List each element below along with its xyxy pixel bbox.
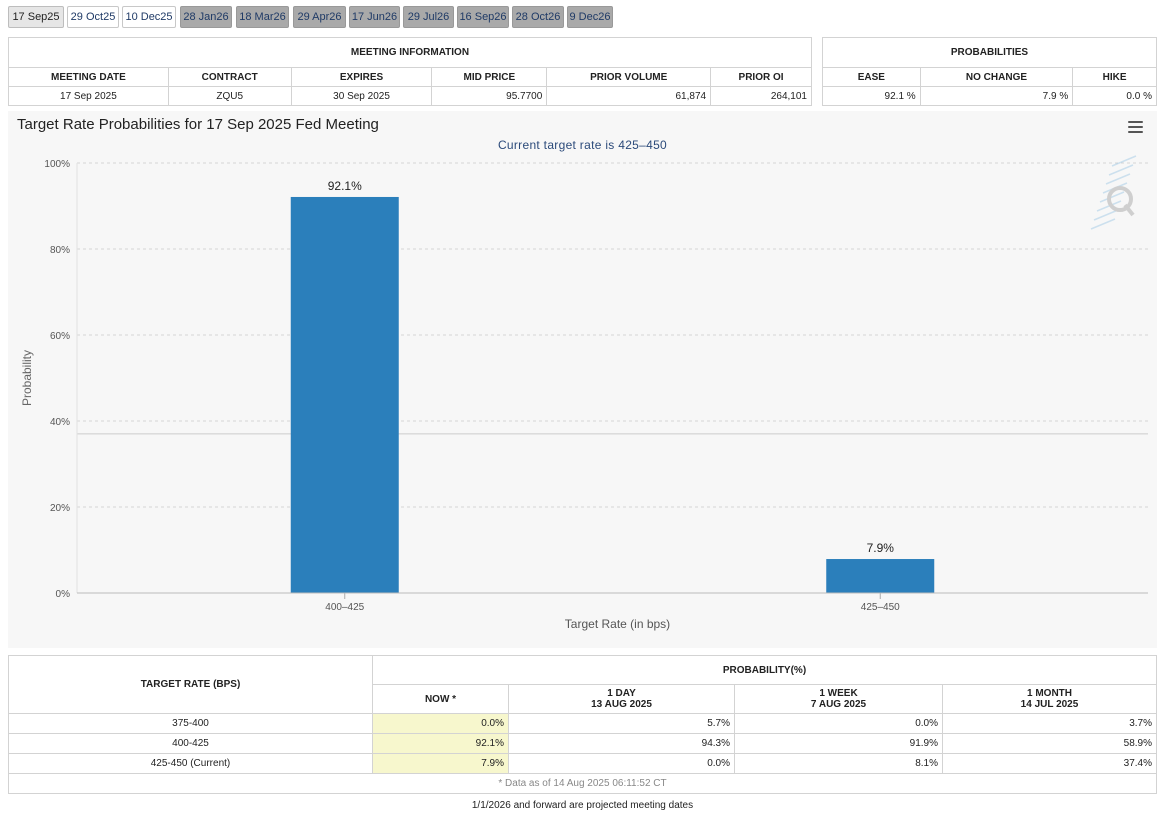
col-contract: CONTRACT	[167, 67, 292, 87]
week-cell: 91.9%	[734, 733, 943, 754]
contract-value: ZQU5	[167, 86, 292, 106]
col-1-day: 1 DAY 13 AUG 2025	[508, 684, 735, 714]
col-1-week-date: 7 AUG 2025	[810, 699, 867, 710]
bar	[826, 559, 935, 593]
rate-cell: 400-425	[8, 733, 373, 754]
now-cell: 0.0%	[372, 713, 509, 734]
col-ease: EASE	[822, 67, 921, 87]
col-prior-oi: PRIOR OI	[710, 67, 812, 87]
cme-logo-icon	[1090, 155, 1137, 230]
week-cell: 8.1%	[734, 753, 943, 774]
table-row: 425-450 (Current) 7.9% 0.0% 8.1% 37.4%	[8, 753, 1157, 774]
col-1-day-label: 1 DAY	[607, 688, 636, 699]
tab-29-apr26[interactable]: 29 Apr26	[293, 6, 346, 28]
expires-value: 30 Sep 2025	[290, 86, 433, 106]
chart-menu-icon[interactable]	[1128, 121, 1143, 133]
col-1-month: 1 MONTH 14 JUL 2025	[942, 684, 1157, 714]
table-row: 375-400 0.0% 5.7% 0.0% 3.7%	[8, 713, 1157, 734]
col-meeting-date: MEETING DATE	[8, 67, 169, 87]
col-hike: HIKE	[1072, 67, 1157, 87]
x-tick-label: 400–425	[325, 602, 364, 613]
hike-value: 0.0 %	[1072, 86, 1157, 106]
table-row: 400-425 92.1% 94.3% 91.9% 58.9%	[8, 733, 1157, 754]
data-timestamp-note: * Data as of 14 Aug 2025 06:11:52 CT	[8, 773, 1157, 794]
col-expires: EXPIRES	[290, 67, 433, 87]
col-no-change: NO CHANGE	[919, 67, 1074, 87]
data-label: 7.9%	[867, 541, 895, 555]
col-1-month-date: 14 JUL 2025	[1020, 699, 1079, 710]
chart-canvas: 0% 20% 40% 60% 80% 100% 92.1% 400–425 7.9% 425–45…	[20, 155, 1148, 631]
day-cell: 0.0%	[508, 753, 735, 774]
prior-oi-value: 264,101	[710, 86, 812, 106]
tab-29-jul26[interactable]: 29 Jul26	[403, 6, 454, 28]
col-target-rate: TARGET RATE (BPS)	[8, 655, 373, 714]
col-1-day-date: 13 AUG 2025	[591, 699, 652, 710]
tab-16-sep26[interactable]: 16 Sep26	[457, 6, 509, 28]
bar	[290, 196, 399, 593]
col-mid-price: MID PRICE	[431, 67, 548, 87]
chart-title: Target Rate Probabilities for 17 Sep 202…	[17, 116, 379, 133]
rate-cell: 425-450 (Current)	[8, 753, 373, 774]
y-tick-label: 20%	[50, 503, 70, 514]
y-axis-title: Probability	[20, 350, 34, 406]
now-cell: 7.9%	[372, 753, 509, 774]
meeting-date-value: 17 Sep 2025	[8, 86, 169, 106]
data-label: 92.1%	[328, 179, 362, 193]
tab-10-dec25[interactable]: 10 Dec25	[122, 6, 176, 28]
table-row: 92.1 % 7.9 % 0.0 %	[822, 86, 1157, 106]
col-prior-volume: PRIOR VOLUME	[546, 67, 712, 87]
tab-17-jun26[interactable]: 17 Jun26	[349, 6, 400, 28]
probabilities-header: PROBABILITIES	[822, 37, 1157, 68]
target-rate-probability-table: TARGET RATE (BPS) PROBABILITY(%) NOW * 1…	[8, 655, 1157, 794]
day-cell: 94.3%	[508, 733, 735, 754]
mid-price-value: 95.7700	[431, 86, 548, 106]
y-tick-label: 40%	[50, 417, 70, 428]
y-tick-label: 80%	[50, 245, 70, 256]
projected-dates-note: 1/1/2026 and forward are projected meeti…	[471, 800, 694, 811]
col-now: NOW *	[372, 684, 509, 714]
prior-volume-value: 61,874	[546, 86, 712, 106]
month-cell: 37.4%	[942, 753, 1157, 774]
x-axis-title: Target Rate (in bps)	[565, 617, 670, 631]
table-row: 17 Sep 2025 ZQU5 30 Sep 2025 95.7700 61,…	[8, 86, 812, 106]
col-1-week-label: 1 WEEK	[819, 688, 858, 699]
month-cell: 58.9%	[942, 733, 1157, 754]
chart-subtitle: Current target rate is 425–450	[497, 138, 668, 152]
y-tick-label: 60%	[50, 331, 70, 342]
probabilities-table: PROBABILITIES EASE NO CHANGE HIKE 92.1 %…	[822, 37, 1157, 106]
probability-header: PROBABILITY(%)	[372, 655, 1157, 685]
now-cell: 92.1%	[372, 733, 509, 754]
meeting-information-table: MEETING INFORMATION MEETING DATE CONTRAC…	[8, 37, 812, 106]
target-rate-chart: 0% 20% 40% 60% 80% 100% 92.1% 400–425 7.9% 425–45…	[8, 111, 1157, 648]
tab-9-dec26[interactable]: 9 Dec26	[567, 6, 613, 28]
rate-cell: 375-400	[8, 713, 373, 734]
tab-29-oct25[interactable]: 29 Oct25	[67, 6, 119, 28]
tab-28-jan26[interactable]: 28 Jan26	[180, 6, 232, 28]
no-change-value: 7.9 %	[919, 86, 1074, 106]
week-cell: 0.0%	[734, 713, 943, 734]
col-1-week: 1 WEEK 7 AUG 2025	[734, 684, 943, 714]
ease-value: 92.1 %	[822, 86, 921, 106]
day-cell: 5.7%	[508, 713, 735, 734]
tab-18-mar26[interactable]: 18 Mar26	[236, 6, 289, 28]
tab-28-oct26[interactable]: 28 Oct26	[512, 6, 564, 28]
tab-17-sep25[interactable]: 17 Sep25	[8, 6, 64, 28]
x-tick-label: 425–450	[861, 602, 900, 613]
month-cell: 3.7%	[942, 713, 1157, 734]
meeting-information-header: MEETING INFORMATION	[8, 37, 812, 68]
y-tick-label: 100%	[44, 159, 70, 170]
y-tick-label: 0%	[56, 589, 71, 600]
col-1-month-label: 1 MONTH	[1027, 688, 1072, 699]
